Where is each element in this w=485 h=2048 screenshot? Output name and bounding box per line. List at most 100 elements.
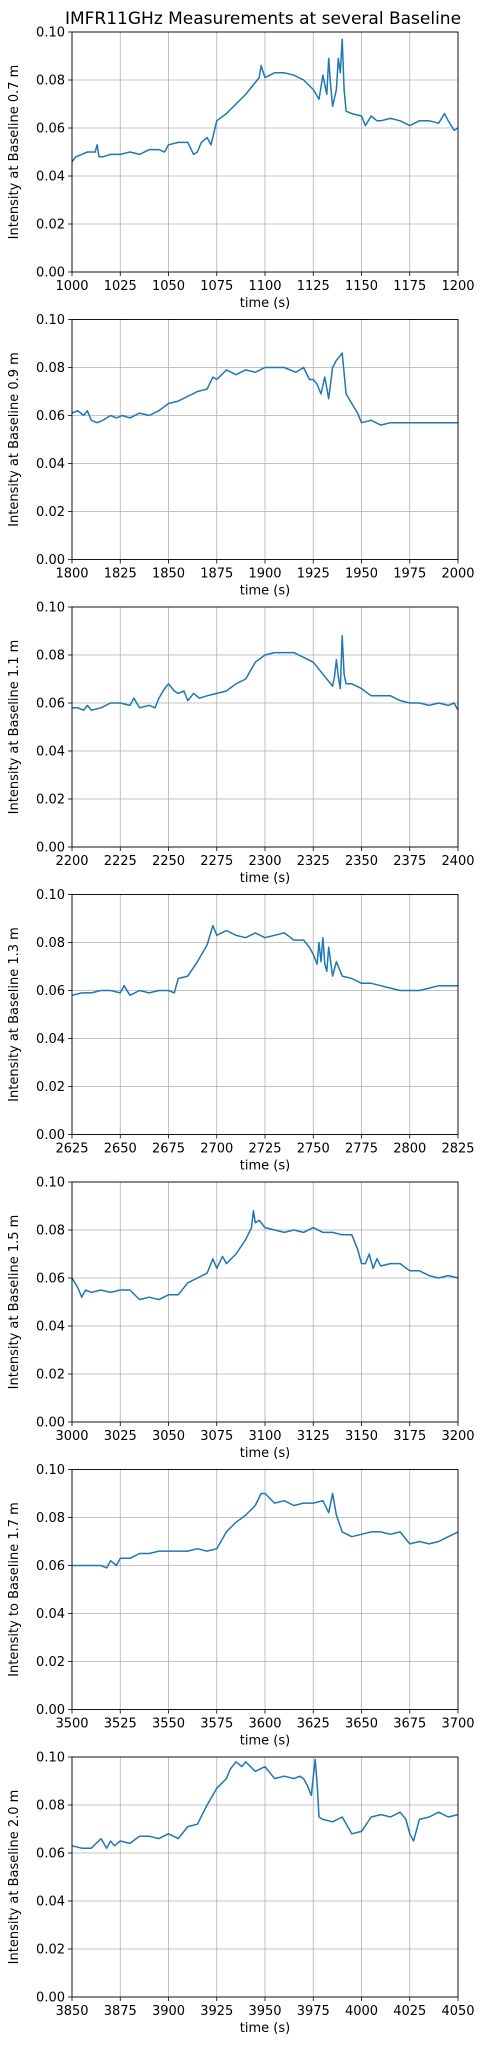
x-tick-label: 2675 xyxy=(152,1142,185,1157)
x-tick-label: 2275 xyxy=(200,854,233,869)
y-axis-label: Intensity at Baseline 1.1 m xyxy=(7,640,22,815)
y-tick-label: 0.10 xyxy=(36,26,65,41)
x-tick-label: 3650 xyxy=(345,1717,378,1732)
x-tick-label: 3975 xyxy=(297,2004,330,2019)
x-tick-label: 1800 xyxy=(55,567,88,582)
x-tick-label: 3075 xyxy=(200,1429,233,1444)
x-tick-label: 1075 xyxy=(200,279,233,294)
plot-frame xyxy=(71,606,459,848)
y-tick-label: 0.08 xyxy=(36,361,65,376)
y-tick-label: 0.00 xyxy=(36,266,65,281)
x-tick-label: 3625 xyxy=(297,1717,330,1732)
series-line xyxy=(71,352,458,426)
y-axis-label: Intensity at Baseline 0.7 m xyxy=(7,65,22,240)
y-tick-label: 0.00 xyxy=(36,841,65,856)
x-axis-label: time (s) xyxy=(240,1734,290,1749)
x-axis-label: time (s) xyxy=(240,1159,290,1174)
plot-frame xyxy=(71,31,459,273)
x-tick-label: 3600 xyxy=(248,1717,281,1732)
y-tick-label: 0.06 xyxy=(36,1847,65,1862)
y-tick-label: 0.02 xyxy=(36,1655,65,1670)
chart-panels: 1000 1025 1050 1075 1100 1125 1150 1175 1200 0.00… xyxy=(7,26,475,2037)
series-line xyxy=(71,924,458,997)
x-tick-label: 2775 xyxy=(345,1142,378,1157)
figure-title: IMFR11GHz Measurements at several Baseli… xyxy=(65,9,461,29)
x-tick-label: 1975 xyxy=(393,567,426,582)
x-tick-label: 3125 xyxy=(297,1429,330,1444)
y-tick-label: 0.02 xyxy=(36,793,65,808)
x-tick-label: 2400 xyxy=(441,854,474,869)
x-tick-label: 3150 xyxy=(345,1429,378,1444)
x-tick-label: 3850 xyxy=(55,2004,88,2019)
y-tick-label: 0.02 xyxy=(36,1080,65,1095)
series-line xyxy=(72,1492,459,1569)
y-tick-label: 0.04 xyxy=(36,457,65,472)
x-axis-label: time (s) xyxy=(240,871,290,886)
x-axis-label: time (s) xyxy=(240,584,290,599)
x-tick-label: 3200 xyxy=(441,1429,474,1444)
y-axis-label: Intensity at Baseline 1.5 m xyxy=(7,1215,22,1390)
y-tick-label: 0.02 xyxy=(36,218,65,233)
x-tick-label: 4025 xyxy=(393,2004,426,2019)
series-line xyxy=(71,1758,459,1849)
y-tick-label: 0.08 xyxy=(36,1799,65,1814)
x-tick-label: 3100 xyxy=(248,1429,281,1444)
x-tick-label: 2650 xyxy=(104,1142,137,1157)
x-tick-label: 2800 xyxy=(393,1142,426,1157)
x-tick-label: 1900 xyxy=(248,567,281,582)
series-line xyxy=(71,1210,459,1301)
x-tick-label: 2725 xyxy=(248,1142,281,1157)
x-tick-label: 3500 xyxy=(55,1717,88,1732)
plot-frame xyxy=(71,1756,459,1998)
y-tick-label: 0.06 xyxy=(36,1272,65,1287)
x-tick-label: 3000 xyxy=(55,1429,88,1444)
chart-panel-6: 3500 3525 3550 3575 3600 3625 3650 3675 3700 0.00… xyxy=(7,1463,475,1749)
y-tick-label: 0.08 xyxy=(36,1224,65,1239)
x-tick-label: 1175 xyxy=(393,279,426,294)
x-tick-label: 3925 xyxy=(200,2004,233,2019)
x-axis-label: time (s) xyxy=(240,296,290,311)
chart-panel-3: 2200 2225 2250 2275 2300 2325 2350 2375 2400 0.00… xyxy=(7,601,475,887)
x-axis-label: time (s) xyxy=(240,2021,290,2036)
x-tick-label: 1125 xyxy=(297,279,330,294)
x-tick-label: 2325 xyxy=(297,854,330,869)
x-tick-label: 3700 xyxy=(441,1717,474,1732)
y-tick-label: 0.02 xyxy=(36,1943,65,1958)
y-tick-label: 0.04 xyxy=(36,1320,65,1335)
x-tick-label: 3875 xyxy=(104,2004,137,2019)
y-tick-label: 0.10 xyxy=(36,601,65,616)
x-tick-label: 2225 xyxy=(104,854,137,869)
x-tick-label: 3900 xyxy=(152,2004,185,2019)
y-tick-label: 0.04 xyxy=(36,1032,65,1047)
y-tick-label: 0.00 xyxy=(36,553,65,568)
y-tick-label: 0.06 xyxy=(36,1559,65,1574)
chart-panel-4: 2625 2650 2675 2700 2725 2750 2775 2800 2825 0.00… xyxy=(7,888,475,1174)
x-tick-label: 3025 xyxy=(104,1429,137,1444)
x-tick-label: 3175 xyxy=(393,1429,426,1444)
y-axis-label: Intensity at Baseline 2.0 m xyxy=(7,1790,22,1965)
y-tick-label: 0.10 xyxy=(36,1176,65,1191)
x-tick-label: 1950 xyxy=(345,567,378,582)
x-tick-label: 3525 xyxy=(104,1717,137,1732)
y-axis-label: Intensity to Baseline 1.7 m xyxy=(7,1502,22,1677)
plot-frame xyxy=(71,319,459,560)
y-tick-label: 0.06 xyxy=(36,122,65,137)
y-tick-label: 0.06 xyxy=(36,984,65,999)
plot-frame xyxy=(71,1469,459,1710)
chart-panel-1: 1000 1025 1050 1075 1100 1125 1150 1175 1200 0.00… xyxy=(7,26,475,312)
y-axis-label: Intensity at Baseline 0.9 m xyxy=(7,352,22,527)
x-tick-label: 2000 xyxy=(441,567,474,582)
x-tick-label: 3950 xyxy=(248,2004,281,2019)
x-tick-label: 1150 xyxy=(345,279,378,294)
x-axis-label: time (s) xyxy=(240,1446,290,1461)
y-tick-label: 0.00 xyxy=(36,1416,65,1431)
y-tick-label: 0.04 xyxy=(36,1895,65,1910)
x-tick-label: 1925 xyxy=(297,567,330,582)
x-tick-label: 1825 xyxy=(104,567,137,582)
chart-panel-5: 3000 3025 3050 3075 3100 3125 3150 3175 3200 0.00… xyxy=(7,1176,475,1462)
y-tick-label: 0.00 xyxy=(36,1703,65,1718)
x-tick-label: 2200 xyxy=(55,854,88,869)
x-tick-label: 4000 xyxy=(345,2004,378,2019)
series-line xyxy=(71,38,459,163)
y-tick-label: 0.10 xyxy=(36,1751,65,1766)
